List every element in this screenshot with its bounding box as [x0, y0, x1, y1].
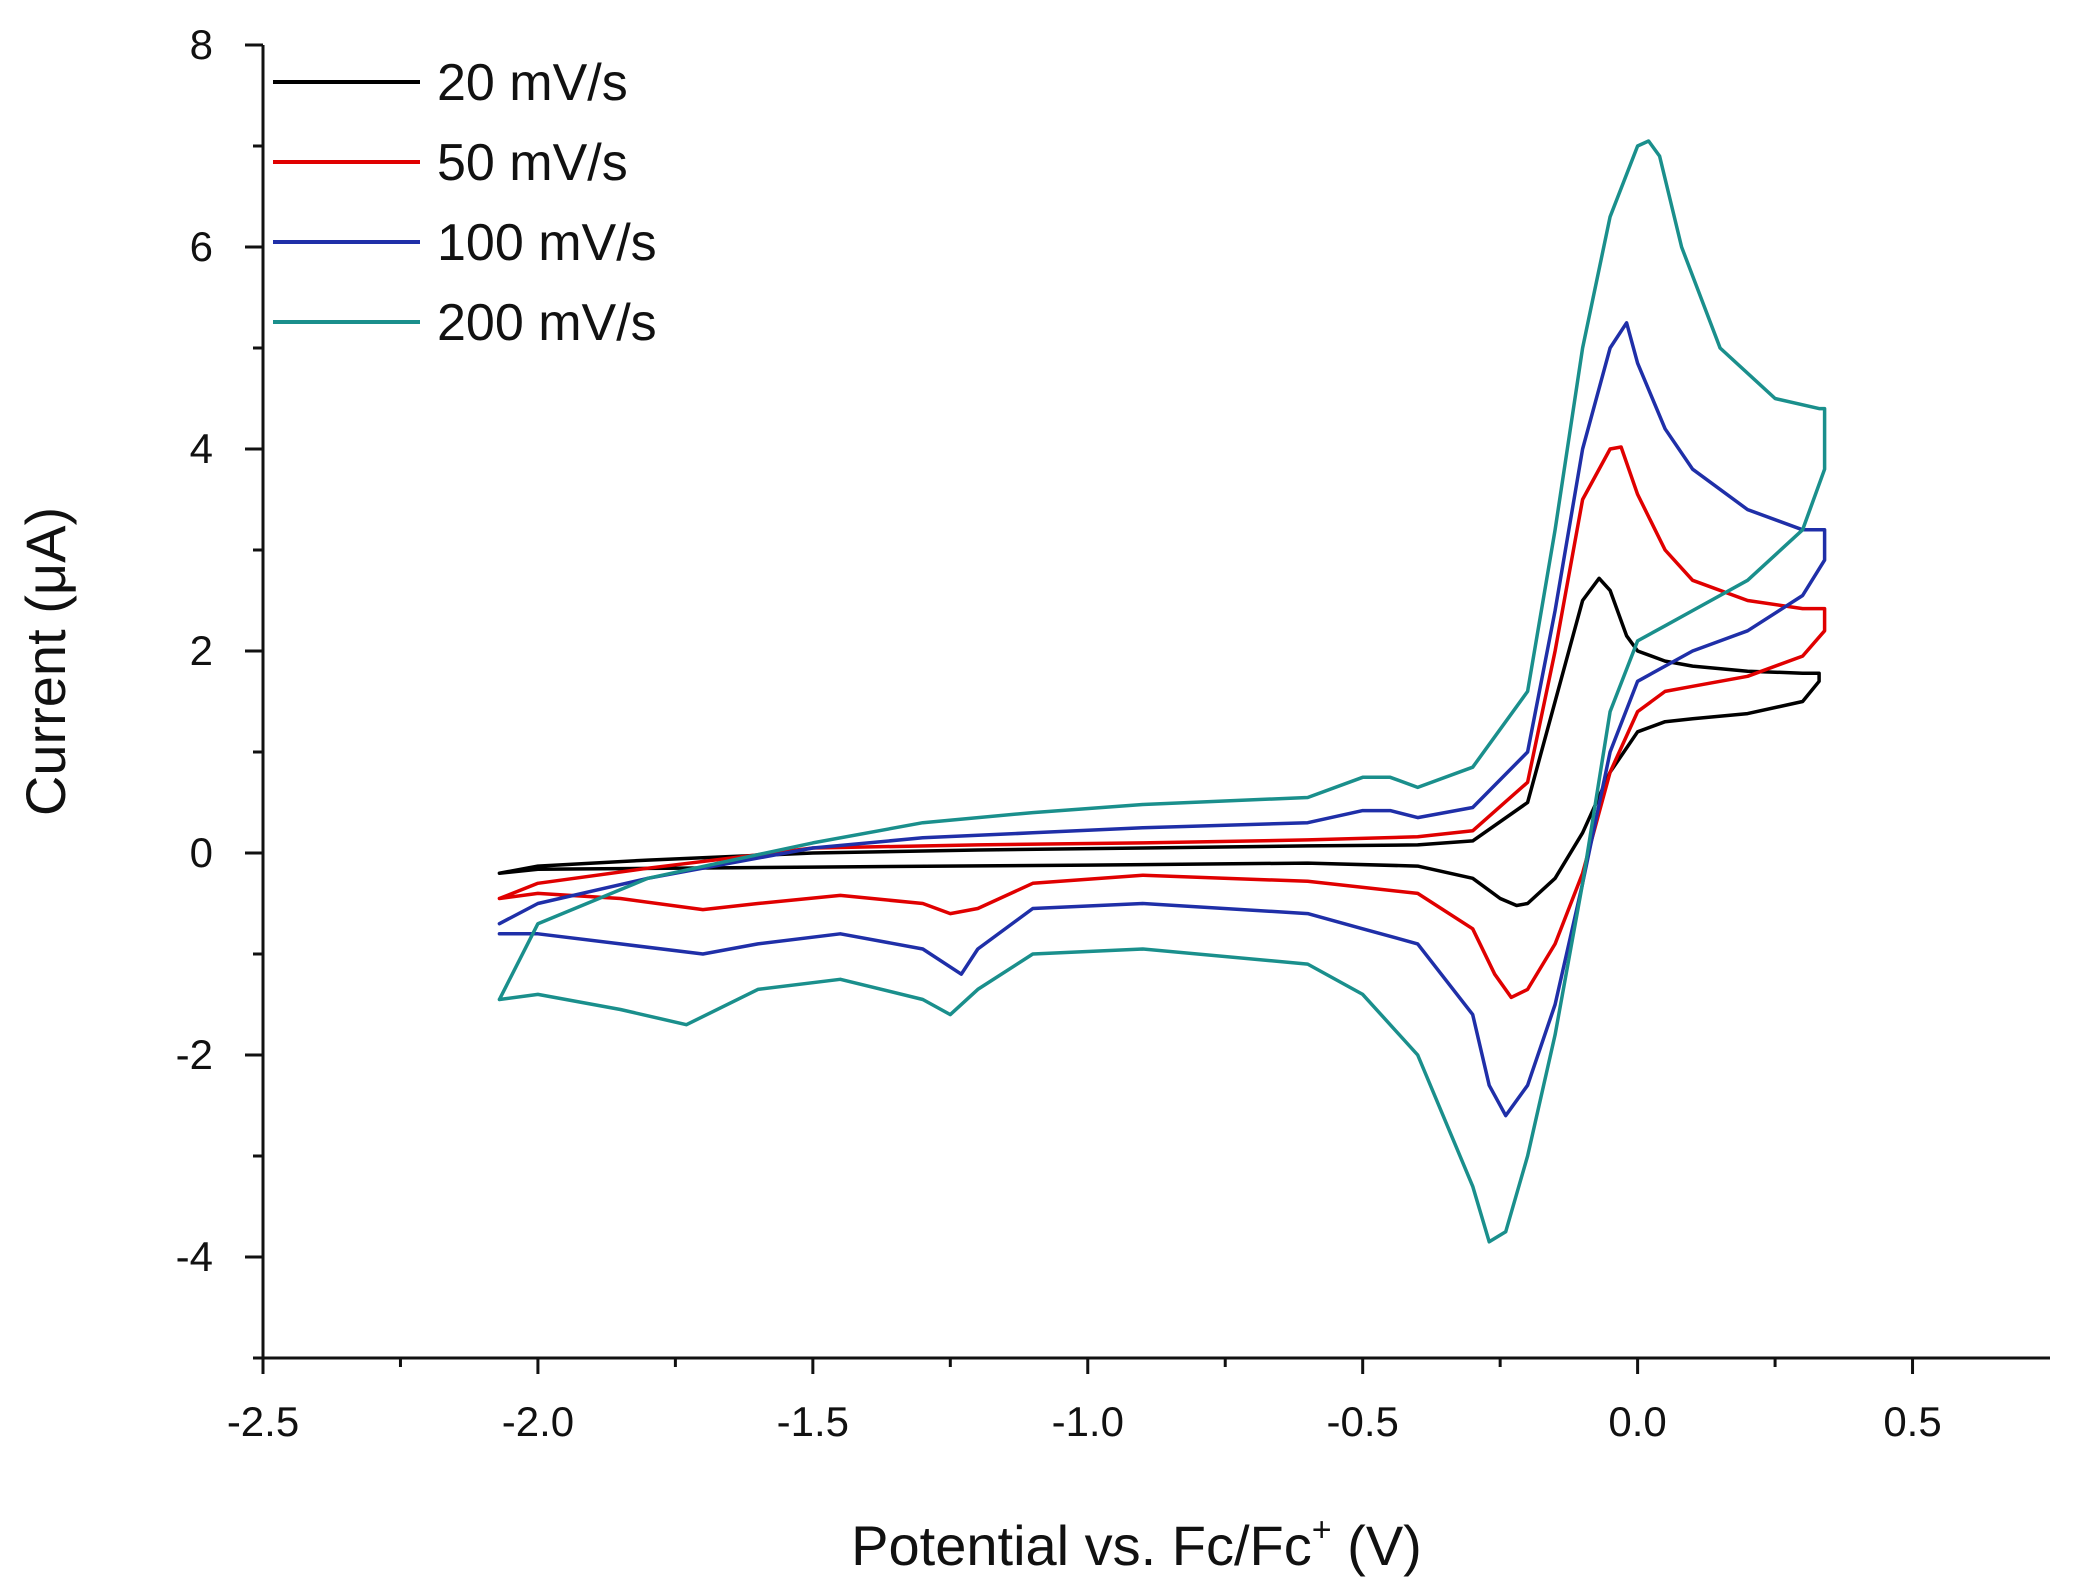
legend-label-3: 100 mV/s — [437, 214, 657, 272]
series-line-2 — [497, 445, 1827, 1000]
x-axis-title: Potential vs. Fc/Fc+ (V) — [851, 1511, 1422, 1577]
x-axis-title-unit: (V) — [1332, 1514, 1422, 1577]
y-tick-label: 4 — [190, 425, 213, 472]
x-tick-label: 0.5 — [1883, 1398, 1941, 1445]
axes: -2.5 -2.0 -1.5 -1.0 -0.5 0.0 0.5 -4 -2 0 2 4 6 8 — [176, 21, 2050, 1445]
x-tick-label: -2.0 — [502, 1398, 574, 1445]
series-line-1 — [497, 576, 1821, 908]
legend-label-4: 200 mV/s — [437, 294, 657, 352]
x-tick-label: -1.5 — [777, 1398, 849, 1445]
x-axis-title-main: Potential vs. Fc/Fc — [851, 1514, 1312, 1577]
legend-label-2: 50 mV/s — [437, 134, 628, 192]
y-axis-title: Current (μA) — [14, 507, 77, 816]
y-tick-label: 0 — [190, 829, 213, 876]
series-line-4 — [497, 139, 1827, 1244]
x-axis-title-superscript: + — [1312, 1511, 1332, 1549]
x-tick-label: -2.5 — [227, 1398, 299, 1445]
y-tick-label: -2 — [176, 1031, 213, 1078]
x-tick-label: -1.0 — [1052, 1398, 1124, 1445]
legend: 20 mV/s 50 mV/s 100 mV/s 200 mV/s — [273, 54, 657, 352]
x-tick-label: -0.5 — [1327, 1398, 1399, 1445]
y-tick-label: -4 — [176, 1233, 213, 1280]
series-line-3 — [497, 321, 1827, 1118]
series-layer — [497, 139, 1827, 1244]
y-tick-label: 8 — [190, 21, 213, 68]
axis-titles: Potential vs. Fc/Fc+ (V) Current (μA) — [14, 507, 1422, 1577]
y-tick-label: 2 — [190, 627, 213, 674]
legend-label-1: 20 mV/s — [437, 54, 628, 112]
x-tick-label: 0.0 — [1608, 1398, 1666, 1445]
y-tick-label: 6 — [190, 223, 213, 270]
